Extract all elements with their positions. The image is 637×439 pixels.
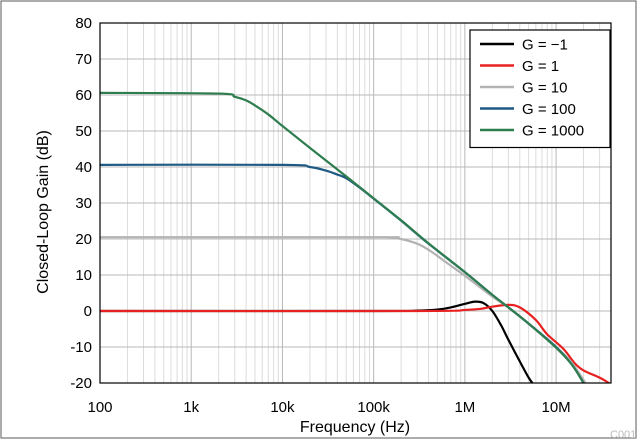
legend-label-g-1000: G = 1000 bbox=[522, 123, 584, 140]
x-tick-label: 1k bbox=[183, 399, 199, 416]
legend: G = −1 G = 1 G = 10 G = 100 G = 1000 bbox=[469, 29, 611, 149]
y-tick-label: 20 bbox=[75, 231, 92, 248]
x-tick-labels: 100 1k 10k 100k 1M 10M bbox=[87, 399, 570, 416]
x-tick-label: 10M bbox=[541, 399, 570, 416]
x-tick-label: 10k bbox=[270, 399, 295, 416]
y-tick-label: 60 bbox=[75, 87, 92, 104]
y-tick-label: 10 bbox=[75, 267, 92, 284]
y-tick-label: 70 bbox=[75, 51, 92, 68]
y-tick-label: -10 bbox=[70, 339, 92, 356]
legend-label-g-10: G = 10 bbox=[522, 80, 567, 97]
y-tick-label: 50 bbox=[75, 123, 92, 140]
legend-box bbox=[469, 29, 611, 149]
x-tick-label: 100k bbox=[357, 399, 390, 416]
legend-label-g-1: G = 1 bbox=[522, 58, 559, 75]
watermark-code: C001 bbox=[610, 429, 636, 439]
legend-label-g-100: G = 100 bbox=[522, 101, 576, 118]
y-tick-labels: -20 -10 0 10 20 30 40 50 60 70 80 bbox=[70, 15, 92, 392]
x-tick-label: 100 bbox=[87, 399, 112, 416]
y-tick-label: 80 bbox=[75, 15, 92, 32]
series-line-g-1 bbox=[100, 303, 610, 383]
legend-label-g-minus-1: G = −1 bbox=[522, 37, 568, 54]
series-layer bbox=[100, 91, 610, 383]
x-axis-label: Frequency (Hz) bbox=[300, 419, 410, 436]
y-tick-label: 30 bbox=[75, 195, 92, 212]
y-tick-label: -20 bbox=[70, 375, 92, 392]
plot-area-border bbox=[99, 22, 612, 384]
y-tick-label: 40 bbox=[75, 159, 92, 176]
x-tick-label: 1M bbox=[454, 399, 475, 416]
y-axis-label: Closed-Loop Gain (dB) bbox=[35, 130, 52, 294]
y-tick-label: 0 bbox=[84, 303, 92, 320]
series-line-g-1000 bbox=[100, 91, 585, 383]
